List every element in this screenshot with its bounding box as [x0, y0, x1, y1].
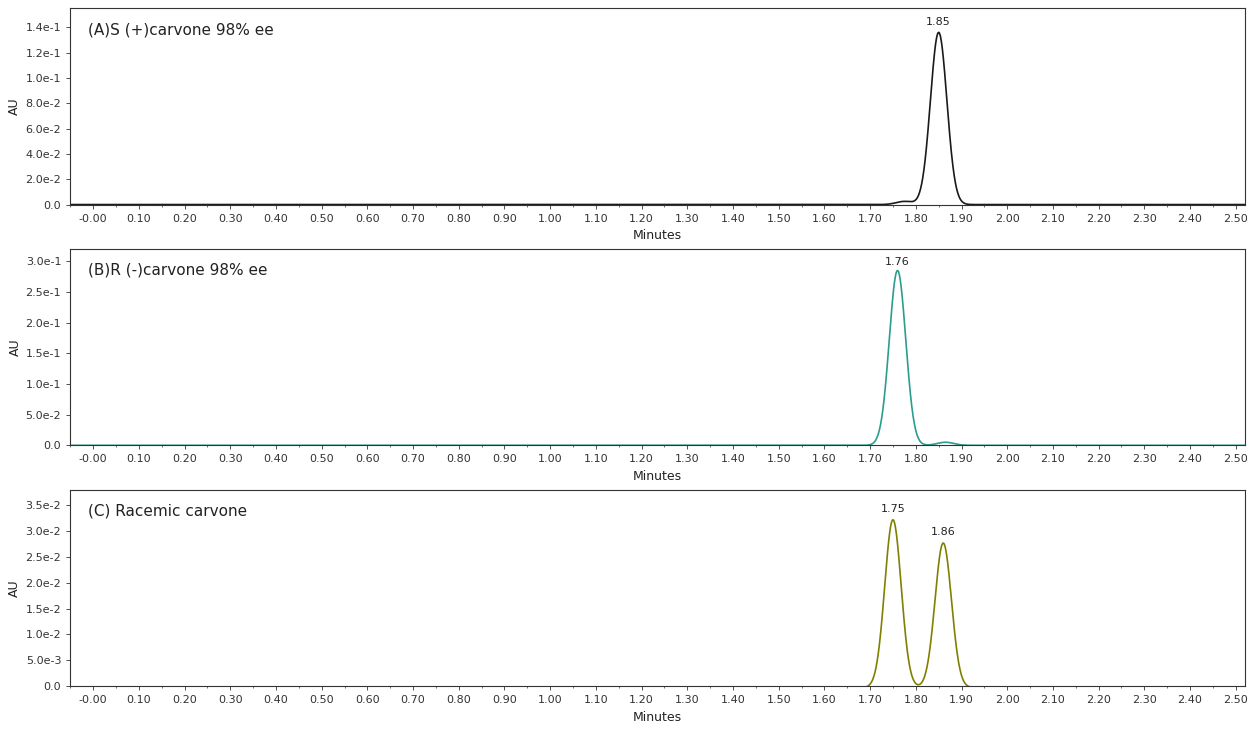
X-axis label: Minutes: Minutes: [633, 711, 682, 724]
Y-axis label: AU: AU: [9, 97, 21, 115]
Text: 1.86: 1.86: [931, 527, 956, 537]
X-axis label: Minutes: Minutes: [633, 229, 682, 242]
Y-axis label: AU: AU: [9, 579, 21, 597]
Text: 1.85: 1.85: [926, 18, 951, 27]
Text: (C) Racemic carvone: (C) Racemic carvone: [88, 504, 247, 518]
Text: (B)R (-)carvone 98% ee: (B)R (-)carvone 98% ee: [88, 263, 268, 278]
X-axis label: Minutes: Minutes: [633, 470, 682, 483]
Y-axis label: AU: AU: [9, 338, 21, 356]
Text: (A)S (+)carvone 98% ee: (A)S (+)carvone 98% ee: [88, 22, 274, 37]
Text: 1.75: 1.75: [881, 504, 906, 514]
Text: 1.76: 1.76: [886, 257, 910, 267]
